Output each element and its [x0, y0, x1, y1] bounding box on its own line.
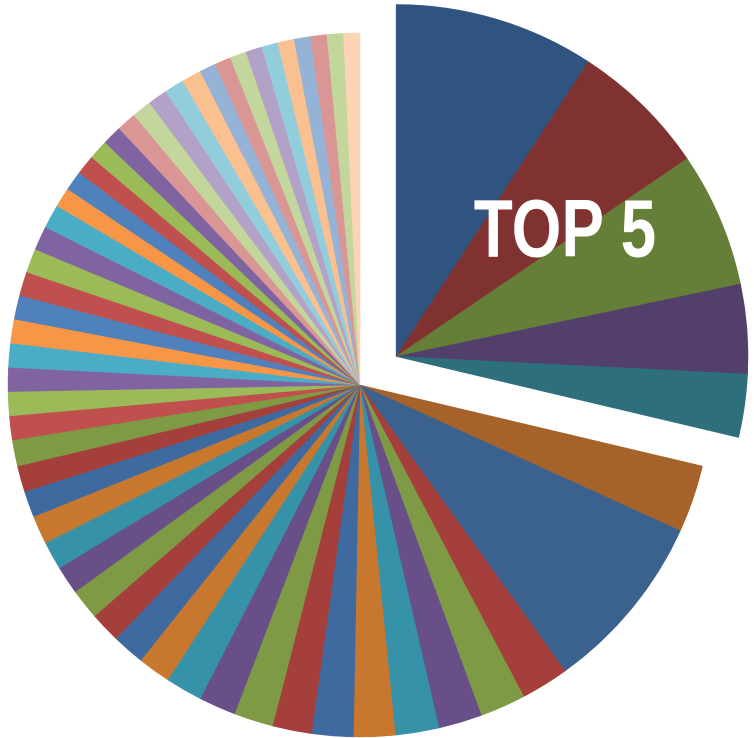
pie-slice: [395, 4, 589, 358]
pie: [7, 4, 749, 738]
pie-slice: [395, 61, 688, 357]
annotation: TOP 5: [474, 182, 656, 275]
pie-slice: [343, 32, 361, 386]
pie-slice: [359, 384, 681, 672]
pie-slice: [395, 158, 741, 357]
pie-slice: [396, 356, 748, 438]
